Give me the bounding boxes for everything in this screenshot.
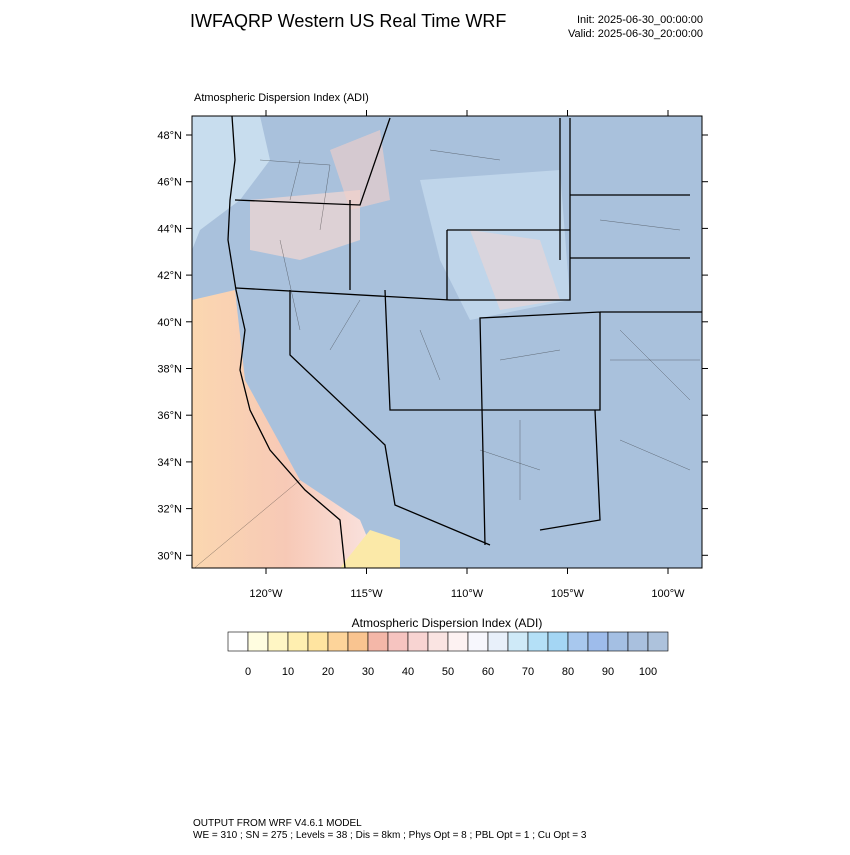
colorbar-label: 50 — [442, 666, 454, 678]
footer-line: OUTPUT FROM WRF V4.6.1 MODEL — [193, 818, 362, 829]
lat-label: 36°N — [157, 410, 182, 422]
colorbar-label: 40 — [402, 666, 414, 678]
lon-label: 120°W — [249, 588, 283, 600]
colorbar-box — [587, 631, 609, 652]
colorbar-title: Atmospheric Dispersion Index (ADI) — [352, 616, 543, 630]
lat-label: 42°N — [157, 270, 182, 282]
field-patch — [192, 116, 270, 250]
colorbar-box — [507, 631, 529, 652]
lat-label: 38°N — [157, 364, 182, 376]
init-time: Init: 2025-06-30_00:00:00 — [577, 14, 703, 26]
colorbar-box — [647, 631, 669, 652]
lat-label: 48°N — [157, 130, 182, 142]
colorbar-box — [487, 631, 509, 652]
lat-label: 32°N — [157, 504, 182, 516]
map-frame — [191, 115, 703, 569]
footer-line: WE = 310 ; SN = 275 ; Levels = 38 ; Dis … — [193, 830, 587, 841]
valid-time: Valid: 2025-06-30_20:00:00 — [568, 28, 703, 40]
field-patch — [250, 190, 360, 260]
colorbar-box — [307, 631, 329, 652]
lat-label: 34°N — [157, 457, 182, 469]
colorbar-box — [287, 631, 309, 652]
colorbar-box — [407, 631, 429, 652]
lon-label: 105°W — [551, 588, 585, 600]
colorbar-box — [247, 631, 269, 652]
colorbar-label: 100 — [639, 666, 657, 678]
colorbar-box — [367, 631, 389, 652]
colorbar-label: 90 — [602, 666, 614, 678]
colorbar-box — [607, 631, 629, 652]
lat-label: 46°N — [157, 177, 182, 189]
colorbar-box — [527, 631, 549, 652]
map — [192, 116, 702, 568]
colorbar-box — [427, 631, 449, 652]
colorbar-box — [267, 631, 289, 652]
colorbar-box — [547, 631, 569, 652]
colorbar-box — [327, 631, 349, 652]
colorbar-label: 70 — [522, 666, 534, 678]
lon-label: 100°W — [651, 588, 685, 600]
colorbar-box — [447, 631, 469, 652]
field-patch — [340, 530, 400, 568]
colorbar-box — [467, 631, 489, 652]
colorbar-box — [347, 631, 369, 652]
colorbar-box — [227, 631, 249, 652]
colorbar-label: 0 — [245, 666, 251, 678]
map-title: Atmospheric Dispersion Index (ADI) — [194, 92, 369, 104]
colorbar-label: 60 — [482, 666, 494, 678]
colorbar-label: 20 — [322, 666, 334, 678]
colorbar-label: 80 — [562, 666, 574, 678]
lon-label: 110°W — [451, 588, 484, 600]
colorbar-box — [567, 631, 589, 652]
colorbar-label: 30 — [362, 666, 374, 678]
lat-label: 40°N — [157, 317, 182, 329]
field-patch — [330, 130, 390, 210]
coastline — [227, 116, 346, 568]
colorbar-box — [387, 631, 409, 652]
lat-label: 30°N — [157, 550, 182, 562]
colorbar-box — [627, 631, 649, 652]
coastal-field — [192, 290, 380, 568]
colorbar-label: 10 — [282, 666, 294, 678]
field-patch — [470, 230, 560, 310]
lat-label: 44°N — [157, 223, 182, 235]
main-title: IWFAQRP Western US Real Time WRF — [190, 11, 506, 31]
lon-label: 115°W — [350, 588, 383, 600]
